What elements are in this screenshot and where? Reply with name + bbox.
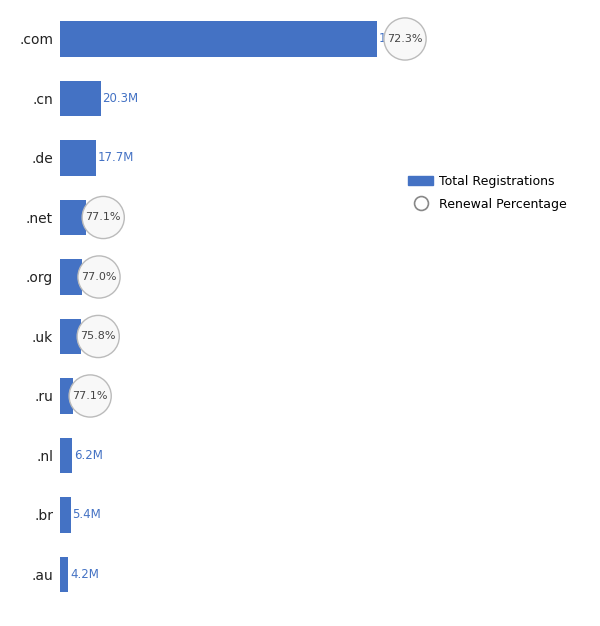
Bar (60, 21, 377, 57)
Bar (60, 200, 86, 235)
Text: 77.1%: 77.1% (85, 212, 121, 222)
Text: 4.2M: 4.2M (70, 568, 99, 581)
Text: 17.7M: 17.7M (97, 151, 134, 165)
Text: 77.0%: 77.0% (81, 272, 117, 282)
Text: 13.0M: 13.0M (88, 211, 124, 224)
Bar (60, 378, 73, 414)
Bar (60, 557, 68, 592)
Bar (60, 81, 101, 116)
Text: 20.3M: 20.3M (103, 92, 139, 105)
Bar (60, 319, 81, 354)
Text: 6.2M: 6.2M (74, 449, 103, 462)
Text: 10.9M: 10.9M (83, 270, 120, 284)
Legend: Total Registrations, Renewal Percentage: Total Registrations, Renewal Percentage (408, 175, 567, 211)
Text: 77.1%: 77.1% (73, 391, 108, 401)
Bar (60, 438, 73, 473)
Text: 6.5M: 6.5M (74, 389, 103, 403)
Bar (60, 259, 82, 295)
Text: 75.8%: 75.8% (80, 332, 116, 342)
Bar (60, 497, 71, 533)
Text: 157.6M: 157.6M (379, 33, 422, 46)
Text: 5.4M: 5.4M (73, 508, 101, 521)
Text: 72.3%: 72.3% (388, 34, 423, 44)
Bar (60, 140, 95, 176)
Text: 10.5M: 10.5M (83, 330, 119, 343)
